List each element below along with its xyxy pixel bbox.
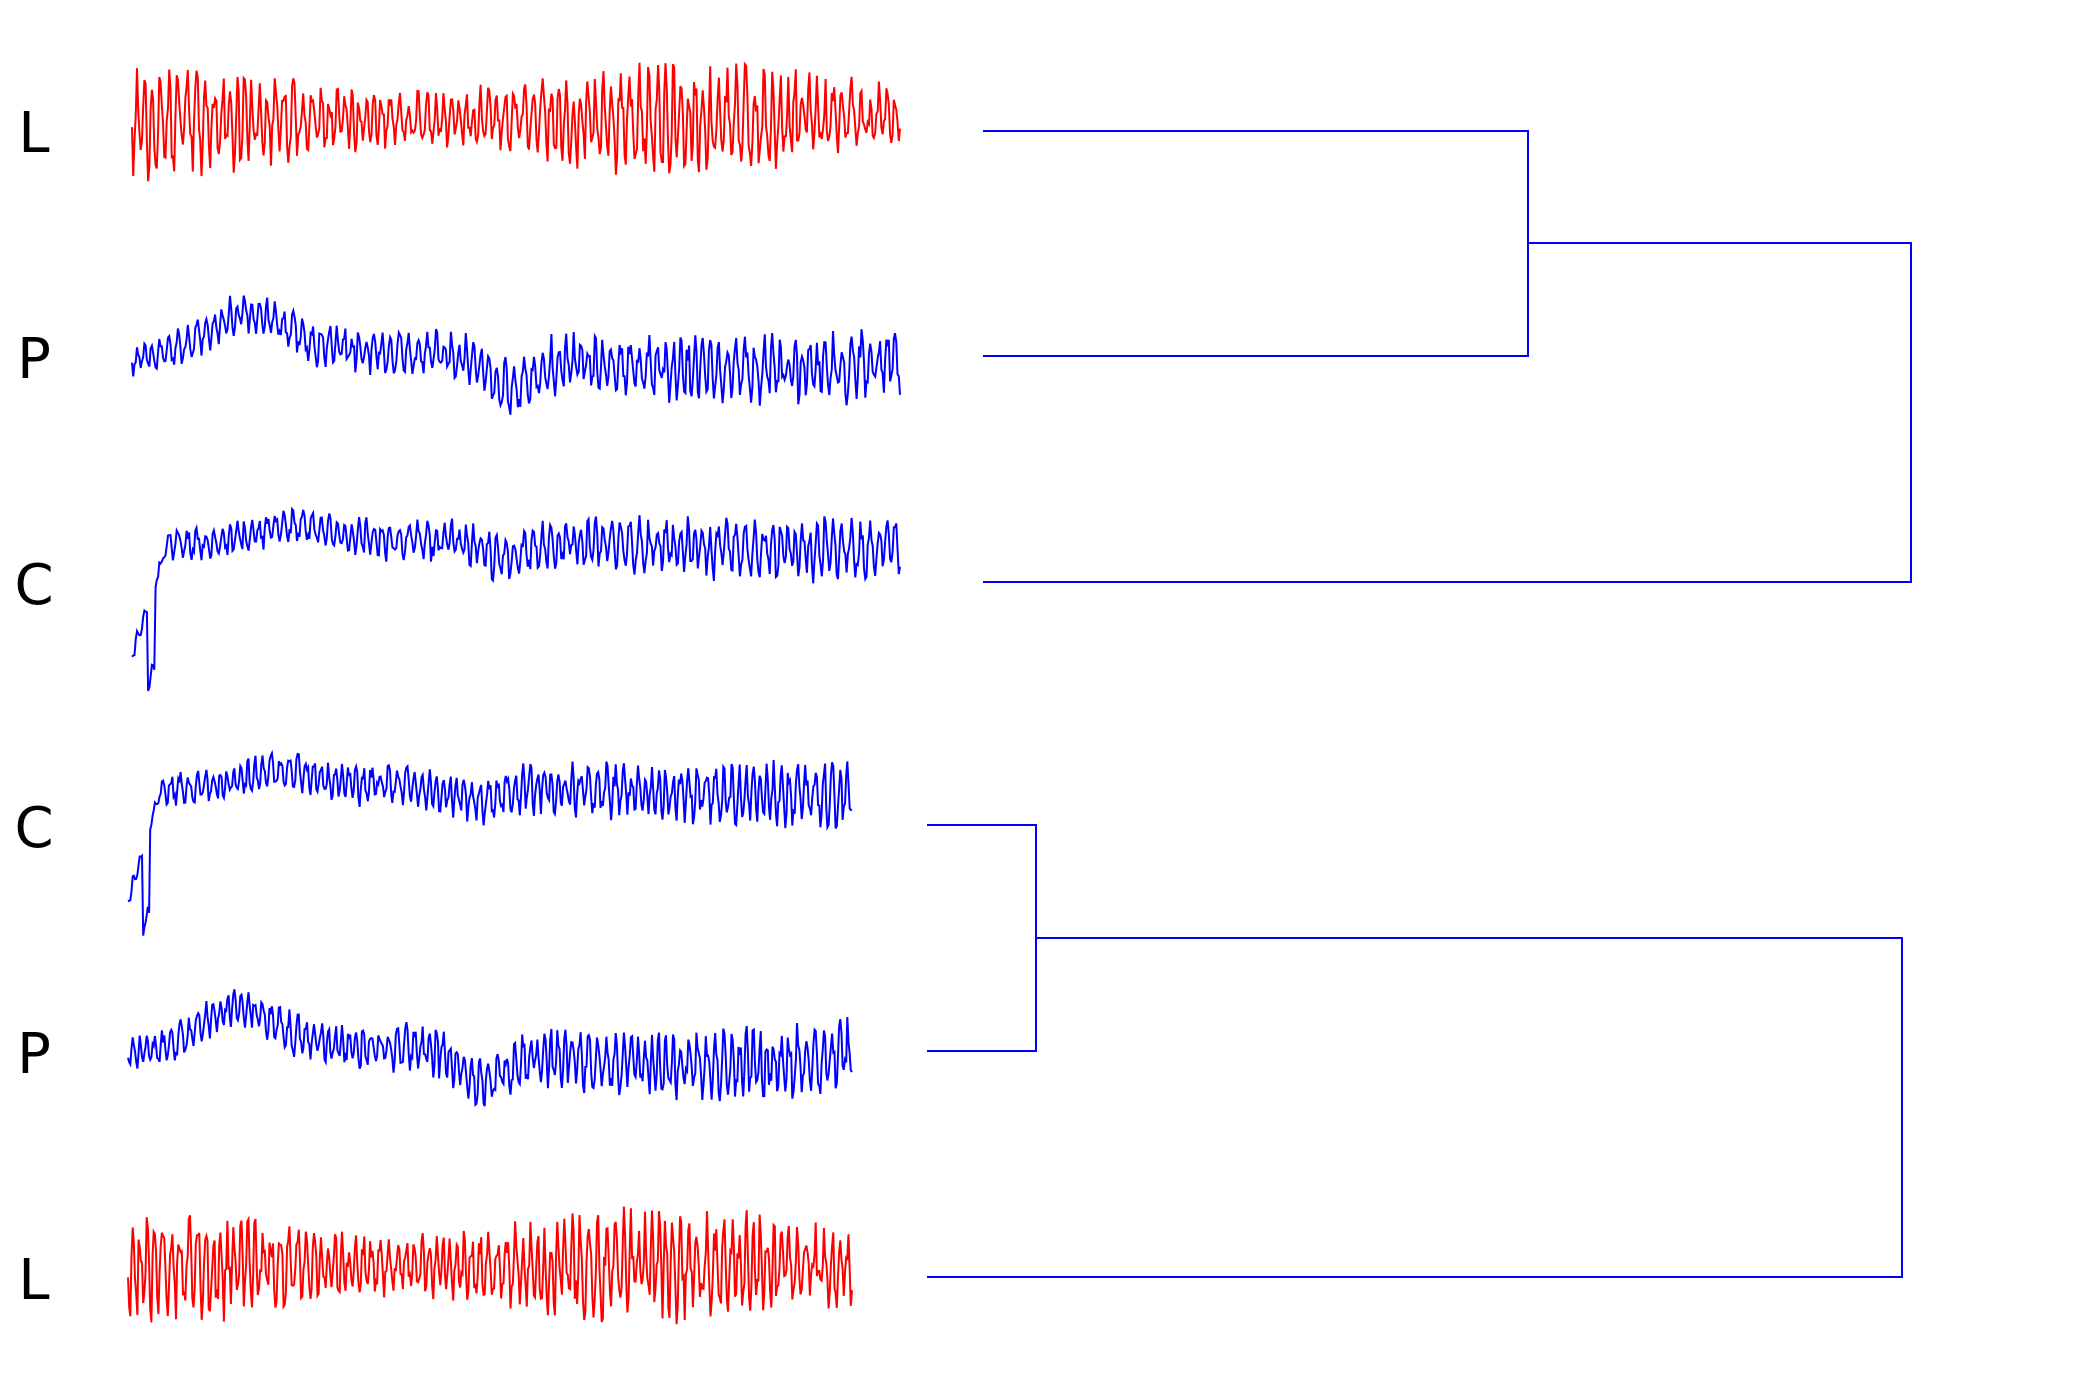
time-series-trace (127, 749, 853, 936)
dendrogram-link (927, 824, 1037, 1052)
leaf-label-bottom-0: C (14, 796, 53, 861)
time-series-trace (127, 1206, 853, 1325)
leaf-label-top-0: L (18, 101, 49, 166)
leaf-label-bottom-2: L (18, 1248, 49, 1313)
time-series-traces (127, 61, 901, 1325)
dendrogram-link (983, 242, 1912, 583)
time-series-trace (131, 61, 901, 182)
time-series-trace (131, 295, 901, 415)
dendrogram-top (983, 130, 1912, 583)
dendrogram-link (927, 937, 1903, 1278)
dendrogram-bottom (927, 824, 1903, 1278)
time-series-trace (131, 506, 901, 692)
dendrogram-link (983, 130, 1529, 357)
time-series-trace (127, 989, 853, 1107)
leaf-label-bottom-1: P (17, 1022, 51, 1087)
leaf-label-top-2: C (14, 553, 53, 618)
leaf-label-top-1: P (17, 327, 51, 392)
